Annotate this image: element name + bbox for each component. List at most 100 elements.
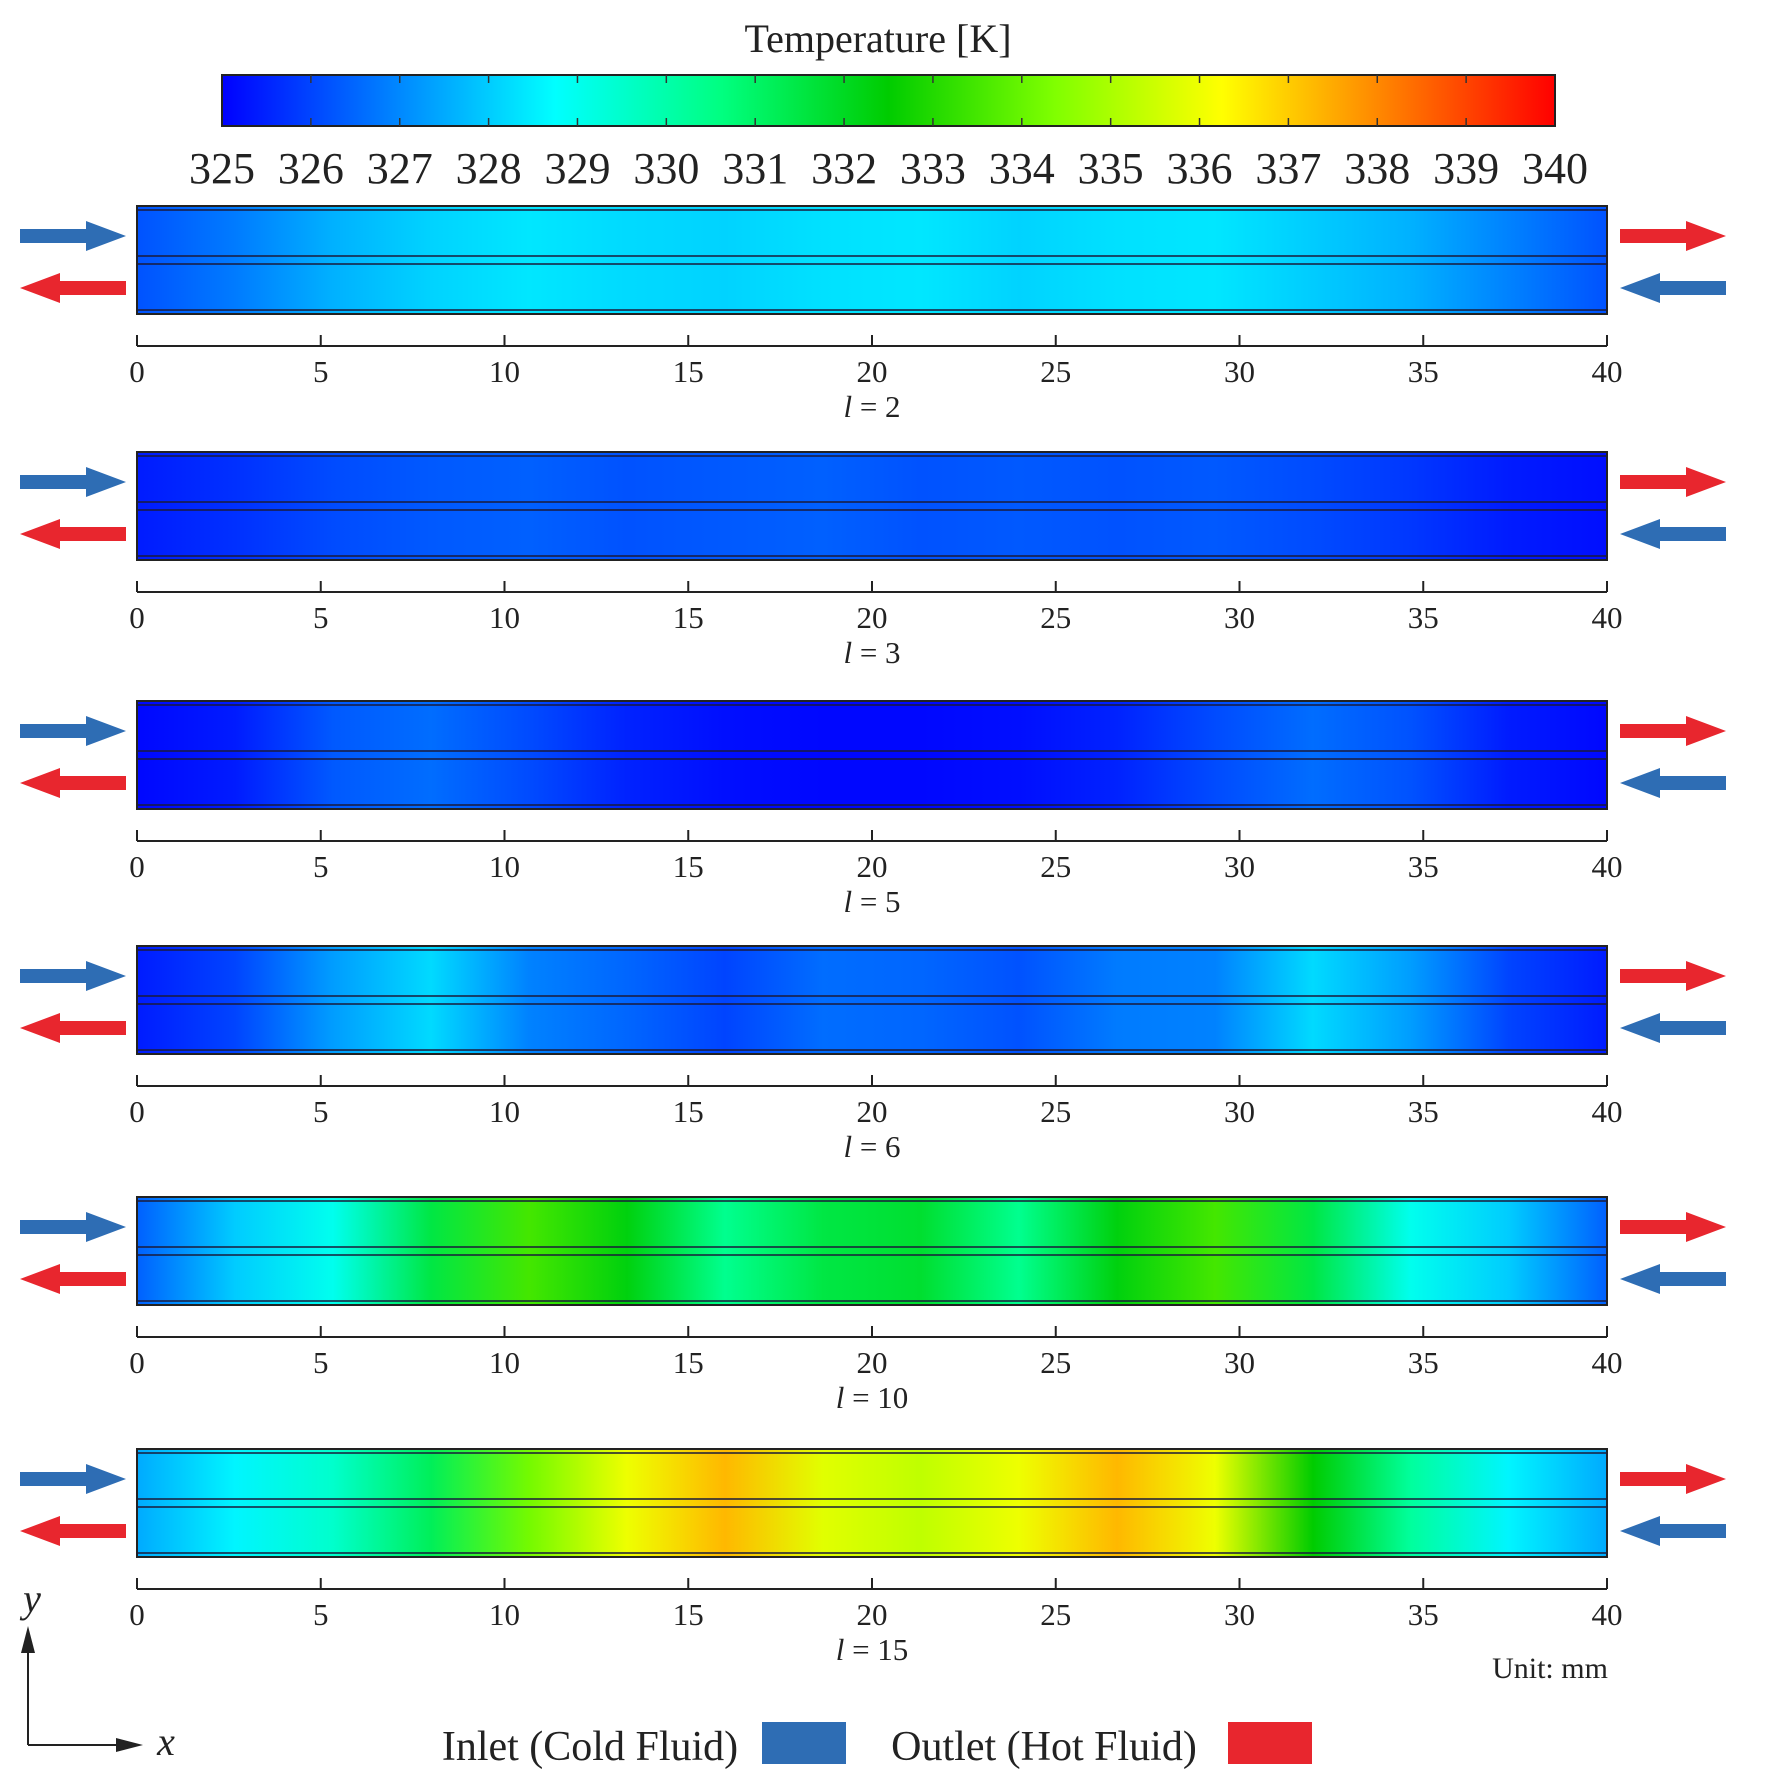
x-ruler-tick-label: 40 <box>1592 600 1623 635</box>
x-ruler-tick-label: 0 <box>129 1597 145 1632</box>
x-axis-arrow-icon <box>116 1738 143 1752</box>
colorbar-tick-label: 336 <box>1167 144 1233 193</box>
x-ruler-tick-label: 25 <box>1040 849 1071 884</box>
colorbar-tick-label: 338 <box>1344 144 1410 193</box>
legend-inlet-swatch <box>762 1722 846 1764</box>
inlet-arrow-icon <box>20 1464 126 1494</box>
inlet-arrow-icon <box>1620 768 1726 798</box>
panel-label: l = 3 <box>843 635 900 670</box>
panel-label: l = 5 <box>843 884 900 919</box>
x-ruler-tick-label: 10 <box>489 354 520 389</box>
outlet-arrow-icon <box>20 519 126 549</box>
outlet-arrow-icon <box>20 1516 126 1546</box>
colorbar-tick-label: 340 <box>1522 144 1588 193</box>
legend-outlet-swatch <box>1228 1722 1312 1764</box>
x-ruler-tick-label: 5 <box>313 600 329 635</box>
x-ruler-tick-label: 30 <box>1224 849 1255 884</box>
colorbar: Temperature [K] 325 326 327 328 329 330 331 332… <box>189 16 1588 193</box>
x-ruler-tick-label: 20 <box>857 354 888 389</box>
x-ruler-tick-label: 0 <box>129 600 145 635</box>
x-ruler-tick-label: 35 <box>1408 600 1439 635</box>
x-ruler-tick-label: 0 <box>129 1094 145 1129</box>
x-ruler-tick-label: 35 <box>1408 1345 1439 1380</box>
x-ruler-tick-label: 15 <box>673 1597 704 1632</box>
x-ruler-tick-label: 10 <box>489 600 520 635</box>
panel: 0 5 10 15 20 25 30 35 40 l = 5 <box>20 700 1726 919</box>
x-ruler-tick-label: 25 <box>1040 1597 1071 1632</box>
x-ruler-tick-label: 10 <box>489 849 520 884</box>
colorbar-ticks: 325 326 327 328 329 330 331 332 333 334 335 336 337 3… <box>189 75 1588 193</box>
x-ruler-tick-label: 15 <box>673 1345 704 1380</box>
x-ruler-tick-label: 30 <box>1224 1345 1255 1380</box>
inlet-arrow-icon <box>20 221 126 251</box>
x-ruler-tick-label: 5 <box>313 1597 329 1632</box>
x-ruler-tick-label: 10 <box>489 1094 520 1129</box>
inlet-arrow-icon <box>1620 519 1726 549</box>
inlet-arrow-icon <box>20 716 126 746</box>
colorbar-tick-label: 333 <box>900 144 966 193</box>
x-ruler-tick-label: 5 <box>313 849 329 884</box>
inlet-arrow-icon <box>20 467 126 497</box>
legend: Inlet (Cold Fluid) Outlet (Hot Fluid) <box>442 1722 1312 1770</box>
x-ruler-tick-label: 30 <box>1224 1094 1255 1129</box>
outlet-arrow-icon <box>1620 1212 1726 1242</box>
colorbar-tick-label: 335 <box>1078 144 1144 193</box>
x-ruler-tick-label: 10 <box>489 1597 520 1632</box>
x-ruler-tick-label: 20 <box>857 600 888 635</box>
colorbar-tick-label: 339 <box>1433 144 1499 193</box>
x-ruler-tick-label: 40 <box>1592 1094 1623 1129</box>
legend-inlet-label: Inlet (Cold Fluid) <box>442 1724 738 1770</box>
x-ruler-tick-label: 40 <box>1592 1597 1623 1632</box>
x-ruler-tick-label: 5 <box>313 1345 329 1380</box>
panel: 0 5 10 15 20 25 30 35 40 l = 6 <box>20 945 1726 1164</box>
panel: 0 5 10 15 20 25 30 35 40 l = 3 <box>20 451 1726 670</box>
x-ruler-tick-label: 15 <box>673 1094 704 1129</box>
x-ruler-tick-label: 25 <box>1040 1345 1071 1380</box>
legend-outlet-label: Outlet (Hot Fluid) <box>891 1724 1197 1770</box>
panel: 0 5 10 15 20 25 30 35 40 l = 15 <box>20 1448 1726 1667</box>
coordinate-axes: y x <box>19 1576 175 1764</box>
x-ruler-tick-label: 25 <box>1040 600 1071 635</box>
x-ruler-tick-label: 40 <box>1592 1345 1623 1380</box>
panels: 0 5 10 15 20 25 30 35 40 l = 2 0 5 10 15 20 25 30 35 40 l =… <box>20 205 1726 1667</box>
x-ruler-tick-label: 0 <box>129 849 145 884</box>
x-ruler-tick-label: 30 <box>1224 600 1255 635</box>
x-ruler-tick-label: 35 <box>1408 1597 1439 1632</box>
x-ruler-tick-label: 10 <box>489 1345 520 1380</box>
outlet-arrow-icon <box>20 1264 126 1294</box>
temperature-field <box>136 1448 1608 1558</box>
x-ruler-tick-label: 35 <box>1408 1094 1439 1129</box>
panel-label: l = 10 <box>836 1380 909 1415</box>
outlet-arrow-icon <box>1620 961 1726 991</box>
colorbar-tick-label: 326 <box>278 144 344 193</box>
colorbar-gradient <box>221 74 1556 127</box>
x-ruler-tick-label: 20 <box>857 849 888 884</box>
inlet-arrow-icon <box>1620 1013 1726 1043</box>
x-ruler-tick-label: 15 <box>673 849 704 884</box>
temperature-field <box>136 1196 1608 1306</box>
x-ruler-tick-label: 15 <box>673 600 704 635</box>
temperature-field <box>136 700 1608 810</box>
x-ruler-tick-label: 20 <box>857 1094 888 1129</box>
unit-label: Unit: mm <box>1492 1652 1608 1685</box>
x-ruler-tick-label: 30 <box>1224 1597 1255 1632</box>
x-ruler-tick-label: 35 <box>1408 354 1439 389</box>
outlet-arrow-icon <box>1620 467 1726 497</box>
colorbar-tick-label: 327 <box>367 144 433 193</box>
colorbar-tick-label: 334 <box>989 144 1055 193</box>
inlet-arrow-icon <box>1620 273 1726 303</box>
x-ruler-tick-label: 25 <box>1040 354 1071 389</box>
outlet-arrow-icon <box>1620 1464 1726 1494</box>
y-axis-arrow-icon <box>21 1626 35 1653</box>
temperature-field <box>136 945 1608 1055</box>
x-ruler-tick-label: 40 <box>1592 354 1623 389</box>
colorbar-tick-label: 330 <box>633 144 699 193</box>
panel: 0 5 10 15 20 25 30 35 40 l = 10 <box>20 1196 1726 1415</box>
colorbar-tick-label: 328 <box>456 144 522 193</box>
inlet-arrow-icon <box>20 1212 126 1242</box>
colorbar-title: Temperature [K] <box>744 16 1011 61</box>
inlet-arrow-icon <box>20 961 126 991</box>
x-ruler-tick-label: 20 <box>857 1345 888 1380</box>
